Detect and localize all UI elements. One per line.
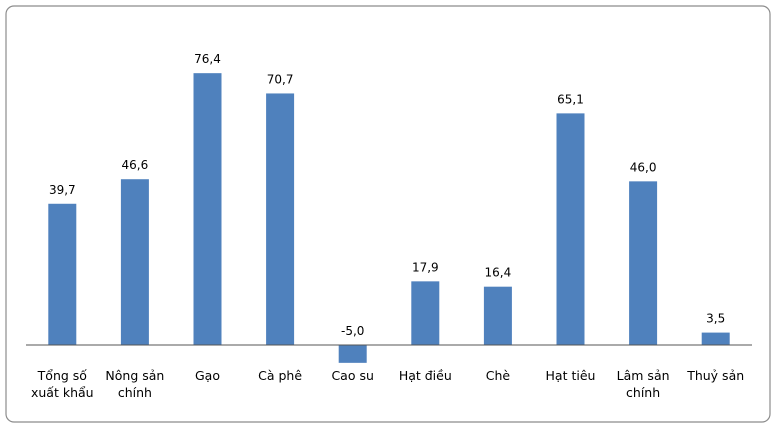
x-tick-label: Tổng số xuất khẩu: [30, 368, 94, 401]
bar: [338, 345, 367, 363]
bar: [701, 332, 730, 346]
bar: [120, 179, 149, 346]
data-label: 46,0: [630, 160, 657, 174]
data-label: 65,1: [557, 92, 584, 106]
bar: [48, 203, 77, 346]
bar: [411, 281, 440, 346]
data-label: 17,9: [412, 260, 439, 274]
data-label: 46,6: [122, 158, 149, 172]
x-tick-label: Chè: [485, 368, 511, 384]
x-tick-label: Lâm sản chính: [616, 368, 670, 401]
data-label: 39,7: [49, 183, 76, 197]
bar: [266, 93, 295, 346]
data-label: 70,7: [267, 72, 294, 86]
data-label: -5,0: [341, 324, 364, 338]
data-label: 76,4: [194, 52, 221, 66]
bar: [483, 286, 512, 346]
data-label: 16,4: [485, 266, 512, 280]
data-label: 3,5: [706, 312, 725, 326]
x-tick-label: Thuỷ sản: [687, 368, 745, 384]
x-tick-label: Hạt điều: [398, 368, 452, 384]
x-tick-label: Cà phê: [258, 368, 303, 384]
x-tick-label: Gạo: [195, 368, 220, 384]
bar: [193, 73, 222, 346]
bar: [629, 181, 658, 346]
x-tick-label: Cao su: [331, 368, 374, 384]
x-tick-label: Nông sản chính: [105, 368, 165, 401]
bar: [556, 113, 585, 346]
x-tick-label: Hạt tiêu: [545, 368, 596, 384]
